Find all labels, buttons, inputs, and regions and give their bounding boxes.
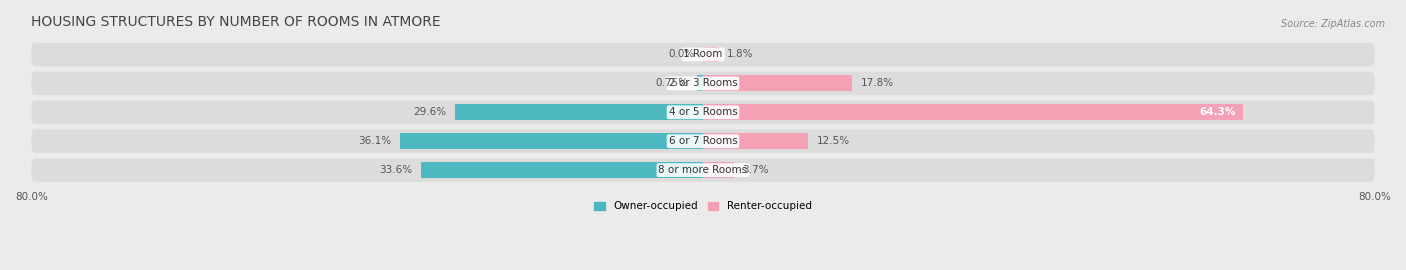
Bar	[703, 75, 852, 91]
Text: Source: ZipAtlas.com: Source: ZipAtlas.com	[1281, 19, 1385, 29]
FancyBboxPatch shape	[31, 72, 1375, 95]
Text: 0.0%: 0.0%	[668, 49, 695, 59]
Text: 1 Room: 1 Room	[683, 49, 723, 59]
Bar	[697, 75, 703, 91]
Bar	[454, 104, 703, 120]
FancyBboxPatch shape	[31, 130, 1375, 153]
Text: HOUSING STRUCTURES BY NUMBER OF ROOMS IN ATMORE: HOUSING STRUCTURES BY NUMBER OF ROOMS IN…	[31, 15, 441, 29]
Bar	[703, 46, 718, 62]
Text: 0.75%: 0.75%	[655, 78, 689, 88]
FancyBboxPatch shape	[31, 101, 1375, 124]
Text: 6 or 7 Rooms: 6 or 7 Rooms	[669, 136, 737, 146]
FancyBboxPatch shape	[31, 158, 1375, 182]
FancyBboxPatch shape	[31, 43, 1375, 66]
Bar	[703, 162, 734, 178]
Text: 2 or 3 Rooms: 2 or 3 Rooms	[669, 78, 737, 88]
Text: 36.1%: 36.1%	[359, 136, 391, 146]
Text: 3.7%: 3.7%	[742, 165, 769, 175]
Text: 8 or more Rooms: 8 or more Rooms	[658, 165, 748, 175]
Text: 1.8%: 1.8%	[727, 49, 754, 59]
Text: 12.5%: 12.5%	[817, 136, 849, 146]
Legend: Owner-occupied, Renter-occupied: Owner-occupied, Renter-occupied	[591, 197, 815, 215]
Text: 17.8%: 17.8%	[860, 78, 894, 88]
Text: 64.3%: 64.3%	[1199, 107, 1236, 117]
Bar	[420, 162, 703, 178]
Bar	[703, 104, 1243, 120]
Text: 29.6%: 29.6%	[413, 107, 446, 117]
Bar	[703, 133, 808, 149]
Text: 4 or 5 Rooms: 4 or 5 Rooms	[669, 107, 737, 117]
Bar	[399, 133, 703, 149]
Text: 33.6%: 33.6%	[380, 165, 412, 175]
